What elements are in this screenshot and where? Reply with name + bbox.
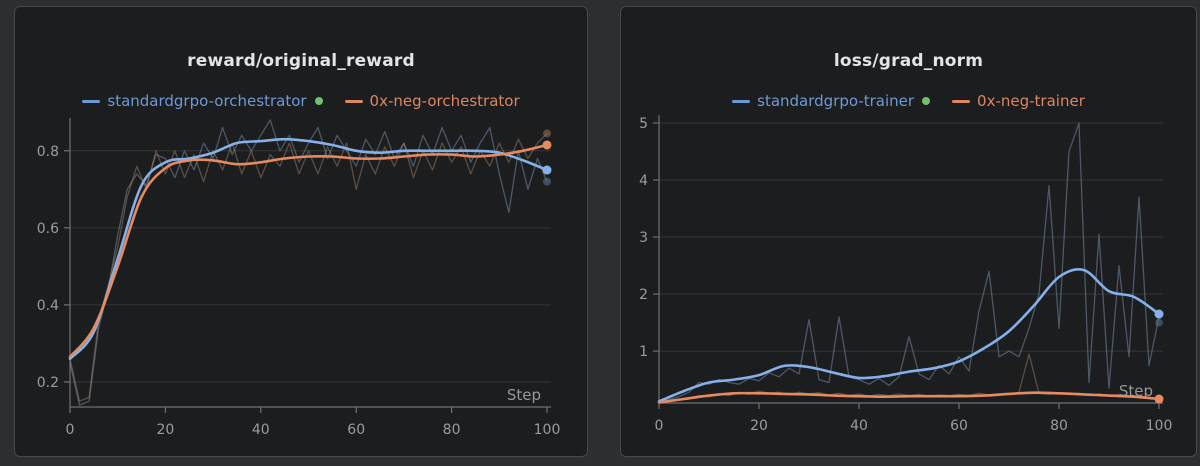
y-tick-label: 1: [639, 344, 648, 360]
series-line-smoothed: [657, 391, 1161, 404]
series-line-smoothed: [657, 268, 1161, 403]
legend-run-name: standardgrpo-orchestrator: [107, 92, 307, 110]
y-tick-label: 5: [639, 116, 648, 132]
series-end-dot: [542, 140, 552, 150]
y-tick-label: 0.6: [37, 221, 59, 237]
x-tick-label: 80: [1050, 418, 1068, 434]
run-status-dot: [314, 97, 323, 105]
legend-item-standardgrpo-orchestrator[interactable]: standardgrpo-orchestrator: [82, 92, 323, 110]
raw-end-dot: [543, 177, 551, 186]
series-end-dot: [1154, 309, 1164, 319]
y-tick-label: 0.8: [37, 144, 59, 160]
x-tick-label: 60: [347, 422, 365, 438]
x-tick-label: 100: [1146, 418, 1173, 434]
raw-end-dot: [1155, 318, 1163, 327]
y-tick-label: 4: [639, 173, 648, 189]
chart-legend: standardgrpo-trainer 0x-neg-trainer: [621, 91, 1196, 111]
x-tick-label: 20: [156, 422, 174, 438]
chart-plot-area: 0.2 0.4 0.6 0.8 0 20 40 60 80 100 Step: [37, 118, 561, 438]
legend-run-name: 0x-neg-orchestrator: [369, 92, 520, 110]
x-tick-label: 0: [655, 418, 664, 434]
y-tick-label: 2: [639, 287, 648, 303]
panel-reward-original-reward[interactable]: reward/original_reward standardgrpo-orch…: [14, 6, 588, 457]
y-tick-label: 3: [639, 230, 648, 246]
legend-line-swatch: [82, 99, 101, 103]
run-status-dot: [922, 97, 931, 105]
chart-legend: standardgrpo-orchestrator 0x-neg-orchestr…: [15, 91, 587, 111]
legend-line-swatch: [344, 99, 363, 103]
panel-loss-grad-norm[interactable]: loss/grad_norm standardgrpo-trainer 0x-ne…: [620, 6, 1197, 457]
x-tick-label: 60: [950, 418, 968, 434]
legend-item-standardgrpo-trainer[interactable]: standardgrpo-trainer: [732, 92, 931, 110]
legend-line-swatch: [732, 99, 751, 103]
legend-run-name: standardgrpo-trainer: [757, 92, 915, 110]
x-tick-label: 40: [252, 422, 270, 438]
legend-line-swatch: [952, 99, 971, 103]
x-tick-label: 40: [850, 418, 868, 434]
legend-item-0x-neg-orchestrator[interactable]: 0x-neg-orchestrator: [344, 92, 520, 110]
y-tick-label: 0.4: [37, 298, 59, 314]
x-tick-label: 0: [66, 422, 75, 438]
legend-run-name: 0x-neg-trainer: [977, 92, 1085, 110]
x-axis-label: Step: [507, 386, 541, 404]
series-line-smoothed: [68, 143, 549, 359]
chart-title: reward/original_reward: [187, 51, 415, 71]
series-line-smoothed: [68, 137, 549, 361]
legend-item-0x-neg-trainer[interactable]: 0x-neg-trainer: [952, 92, 1085, 110]
chart-title: loss/grad_norm: [833, 51, 984, 71]
x-tick-label: 20: [750, 418, 768, 434]
y-tick-label: 0.2: [37, 375, 59, 391]
series-end-dot: [542, 165, 552, 175]
series-end-dot: [1154, 394, 1164, 404]
series-line-raw: [658, 122, 1160, 402]
x-tick-label: 100: [534, 422, 561, 438]
x-tick-label: 80: [443, 422, 461, 438]
series-line-raw: [69, 132, 548, 402]
raw-end-dot: [543, 129, 551, 138]
